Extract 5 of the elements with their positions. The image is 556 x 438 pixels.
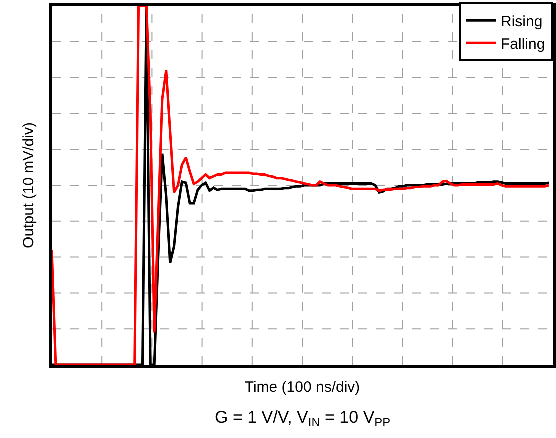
legend-label: Rising (501, 14, 543, 31)
x-axis-title: Time (100 ns/div) (244, 379, 360, 396)
text: G = 1 V/V, V$_{IN}$ = 10 V$_{PP}$ (215, 408, 391, 430)
legend-label: Falling (501, 36, 546, 54)
y-axis-title: Output (10 mV/div) (20, 122, 38, 248)
